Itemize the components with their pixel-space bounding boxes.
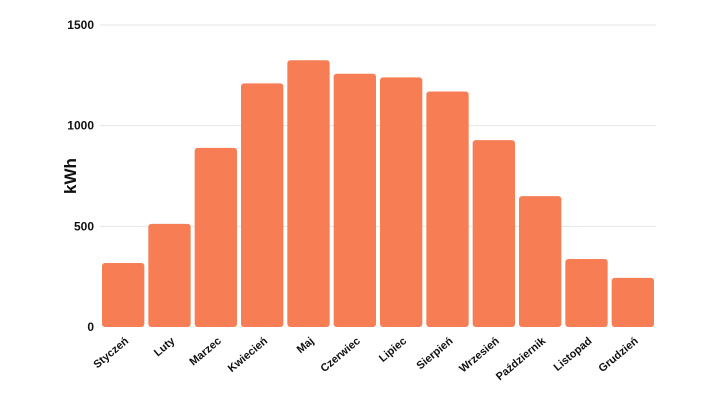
x-tick-label: Listopad (552, 335, 595, 374)
bar (241, 83, 284, 328)
y-tick-label: 500 (74, 219, 94, 233)
x-tick-label: Lipiec (377, 335, 409, 365)
x-tick-label: Czerwiec (319, 335, 363, 375)
bar (472, 140, 515, 327)
x-tick-label: Maj (295, 335, 317, 356)
x-tick-label: Marzec (187, 335, 223, 368)
x-tick-label: Luty (152, 335, 178, 360)
bar (380, 77, 423, 327)
bar (426, 91, 469, 327)
x-tick-label: Styczeń (92, 335, 132, 371)
x-tick-label: Wrzesień (457, 335, 502, 375)
x-tick-label: Grudzień (597, 335, 641, 375)
x-tick-label: Październik (494, 335, 549, 384)
bar (611, 277, 654, 327)
y-tick-label: 1500 (67, 18, 94, 32)
bar (333, 73, 376, 328)
x-tick-label: Kwiecień (226, 335, 270, 375)
x-axis-ticks: Styczeń Luty Marzec Kwiecień Maj Czerwiec Lipi… (92, 335, 641, 384)
bars (102, 60, 654, 328)
bar (102, 262, 145, 327)
y-tick-label: 0 (87, 320, 94, 334)
bar (148, 223, 191, 327)
y-tick-label: 1000 (67, 119, 94, 133)
y-axis-title: kWh (61, 158, 80, 194)
x-tick-label: Sierpień (414, 335, 455, 372)
gridlines (100, 24, 656, 227)
bar (287, 60, 330, 327)
bar (194, 147, 237, 327)
bar (565, 258, 608, 327)
y-axis-ticks: 0 500 1000 1500 (67, 18, 94, 334)
bar (519, 196, 562, 327)
